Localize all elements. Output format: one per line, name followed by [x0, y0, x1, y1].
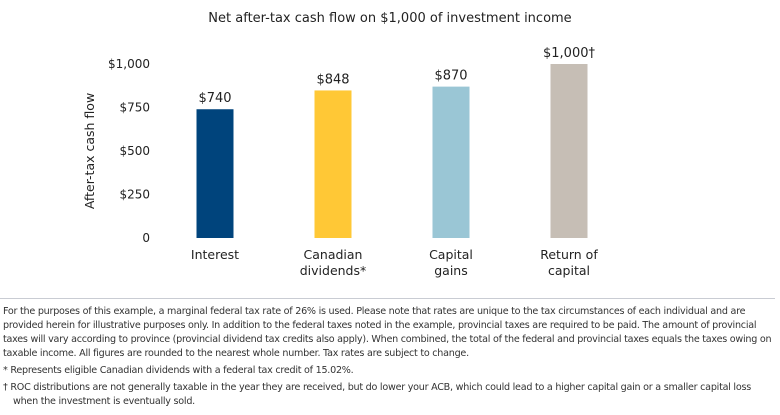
- bar-chart: 0 $250 $500 $750 $1,000 After-tax cash flow $7…: [82, 46, 598, 278]
- data-label: $870: [434, 69, 467, 84]
- x-tick-label: capital: [548, 263, 590, 278]
- footnotes: For the purposes of this example, a marg…: [3, 305, 775, 412]
- x-tick-label: Canadian: [304, 247, 363, 262]
- y-tick-label: $750: [119, 101, 150, 115]
- chart-title: Net after-tax cash flow on $1,000 of inv…: [208, 11, 572, 26]
- bar: [432, 86, 470, 239]
- divider: [0, 298, 775, 299]
- y-tick-label: 0: [142, 231, 150, 245]
- footnote-dividends: * Represents eligible Canadian dividends…: [3, 365, 354, 376]
- x-tick-label: dividends*: [300, 263, 367, 278]
- bar: [196, 109, 234, 239]
- y-tick-label: $500: [119, 144, 150, 158]
- disclaimer-text: For the purposes of this example, a marg…: [3, 306, 772, 359]
- data-label: $848: [316, 72, 349, 87]
- bar: [314, 90, 352, 238]
- y-axis-label: After-tax cash flow: [82, 93, 97, 209]
- x-tick-label: Return of: [540, 247, 598, 262]
- x-tick-label: Capital: [429, 247, 473, 262]
- x-tick-label: gains: [434, 263, 468, 278]
- x-tick-label: Interest: [191, 247, 239, 262]
- footnote-roc: † ROC distributions are not generally ta…: [3, 382, 751, 407]
- data-label: $1,000†: [543, 46, 595, 61]
- data-label: $740: [198, 91, 231, 106]
- y-tick-label: $1,000: [108, 57, 150, 71]
- bar: [550, 64, 588, 238]
- y-tick-label: $250: [119, 188, 150, 202]
